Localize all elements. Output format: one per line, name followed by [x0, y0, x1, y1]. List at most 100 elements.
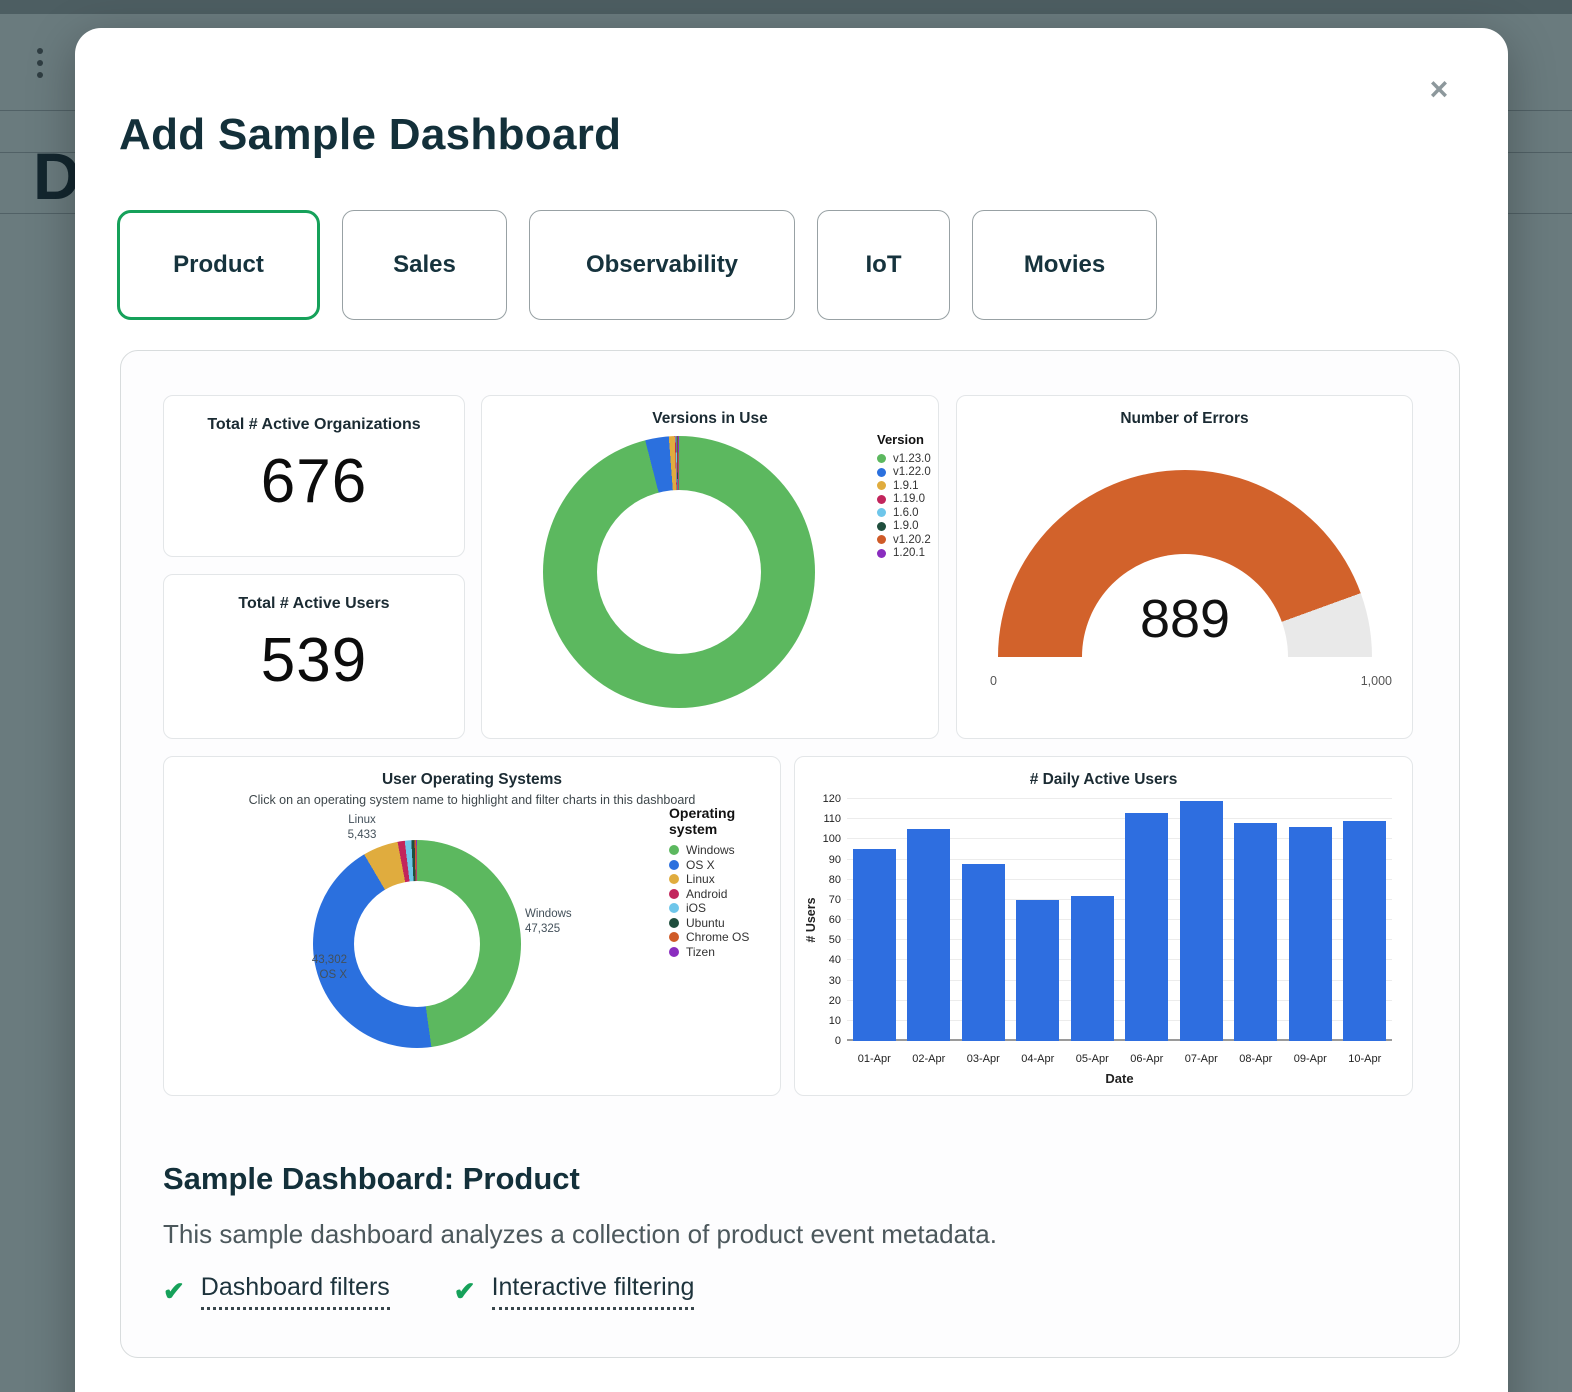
legend-label: iOS	[686, 901, 707, 916]
legend-item-os-x: OS X	[669, 858, 780, 873]
tab-iot[interactable]: IoT	[817, 210, 950, 320]
gridline	[847, 858, 1392, 860]
legend-item-v1-22-0: v1.22.0	[877, 466, 931, 480]
bar	[1343, 821, 1387, 1041]
legend-item-chrome-os: Chrome OS	[669, 930, 780, 945]
y-tick-label: 100	[822, 833, 841, 846]
donut-hole	[354, 881, 480, 1007]
legend-label: v1.22.0	[893, 466, 931, 479]
dashboard-preview-panel: Total # Active Organizations 676 Total #…	[120, 350, 1460, 1358]
bar-chart-plot: 01-Apr 02-Apr 03-Apr 04-Apr 05-Apr 06-Apr 07-A…	[847, 798, 1393, 1065]
feature-label[interactable]: Dashboard filters	[200, 1273, 390, 1310]
legend-label: 1.19.0	[893, 493, 925, 506]
gauge-value: 889	[1139, 589, 1231, 649]
bar-slot-03-apr: 03-Apr	[956, 799, 1011, 1065]
legend-swatch-icon	[877, 508, 886, 518]
legend-label: 1.9.0	[893, 520, 919, 533]
legend-label: Chrome OS	[686, 930, 750, 945]
gridline	[847, 1019, 1392, 1021]
modal-title: Add Sample Dashboard	[119, 110, 622, 159]
y-tick-label: 70	[828, 893, 841, 906]
bar-slot-01-apr: 01-Apr	[847, 799, 902, 1065]
versions-in-use-chart-card: Versions in Use Version v1.23.0 v1.22.0 1.…	[481, 395, 939, 739]
legend-item-android: Android	[669, 887, 780, 902]
bar-slot-04-apr: 04-Apr	[1011, 799, 1066, 1065]
close-icon: ×	[1429, 71, 1449, 107]
gridline	[847, 898, 1392, 900]
chart-title: # Daily Active Users	[1029, 771, 1178, 788]
legend-label: Tizen	[686, 944, 715, 959]
background-page-title: D	[33, 139, 81, 213]
legend-swatch-icon	[669, 859, 679, 870]
y-tick-label: 0	[834, 1035, 841, 1047]
legend-swatch-icon	[877, 521, 886, 531]
x-tick-label: 10-Apr	[1348, 1053, 1382, 1065]
legend-item-1-20-1: 1.20.1	[877, 547, 931, 561]
legend-item-ios: iOS	[669, 901, 780, 916]
stat-card-active-organizations: Total # Active Organizations 676	[163, 395, 465, 557]
y-tick-label: 20	[828, 994, 841, 1007]
legend-label: Windows	[686, 843, 735, 858]
bar-slot-05-apr: 05-Apr	[1065, 799, 1120, 1065]
gridline	[847, 959, 1392, 961]
legend-item-windows: Windows	[669, 843, 780, 858]
donut-hole	[597, 490, 761, 654]
feature-dashboard-filters: ✔ Dashboard filters	[163, 1273, 390, 1310]
gauge-min-label: 0	[990, 674, 997, 688]
legend-item-1-9-1: 1.9.1	[877, 479, 931, 493]
bar-slot-07-apr: 07-Apr	[1174, 799, 1229, 1065]
stat-title: Total # Active Users	[238, 595, 390, 612]
legend-item-1-9-0: 1.9.0	[877, 520, 931, 534]
x-tick-label: 06-Apr	[1130, 1053, 1164, 1065]
gridline	[847, 939, 1392, 941]
gauge-max-label: 1,000	[1360, 674, 1392, 688]
callout-windows: Windows 47,325	[525, 908, 572, 935]
legend-item-tizen: Tizen	[669, 945, 780, 960]
bar	[1125, 813, 1169, 1041]
bar	[907, 829, 951, 1041]
tab-observability[interactable]: Observability	[529, 210, 795, 320]
gridline	[847, 878, 1392, 880]
os-legend: Operating system Windows OS X Linux Android…	[669, 805, 780, 959]
versions-legend: Version v1.23.0 v1.22.0 1.9.1 1.19.0 1.6.0 1.…	[877, 432, 931, 560]
bar-slot-10-apr: 10-Apr	[1338, 799, 1393, 1065]
legend-swatch-icon	[669, 946, 679, 957]
legend-swatch-icon	[877, 467, 886, 477]
legend-swatch-icon	[669, 845, 679, 856]
sample-dashboard-heading: Sample Dashboard: Product	[163, 1161, 580, 1196]
y-tick-label: 80	[828, 873, 841, 886]
legend-title: Version	[877, 432, 924, 447]
bar	[1016, 899, 1060, 1041]
tab-product[interactable]: Product	[117, 210, 320, 320]
stat-title: Total # Active Organizations	[207, 416, 421, 433]
bar	[961, 863, 1005, 1041]
number-of-errors-gauge-card: Number of Errors 889 0 1,000	[956, 395, 1413, 739]
legend-item-ubuntu: Ubuntu	[669, 916, 780, 931]
tab-movies[interactable]: Movies	[972, 210, 1157, 320]
x-axis-label: Date	[1105, 1071, 1134, 1086]
x-tick-label: 02-Apr	[912, 1053, 946, 1065]
gridline	[847, 979, 1392, 981]
legend-label: 1.9.1	[893, 479, 919, 492]
legend-swatch-icon	[669, 903, 679, 914]
daily-active-users-chart-card: # Daily Active Users # Users 0 10 20 30 40 50…	[794, 756, 1413, 1096]
x-tick-label: 08-Apr	[1239, 1053, 1273, 1065]
check-icon: ✔	[163, 1276, 185, 1306]
legend-swatch-icon	[877, 481, 886, 491]
gridline	[847, 919, 1392, 920]
legend-item-1-19-0: 1.19.0	[877, 493, 931, 507]
feature-label[interactable]: Interactive filtering	[491, 1273, 695, 1310]
tab-sales[interactable]: Sales	[342, 210, 507, 320]
bar-slot-02-apr: 02-Apr	[902, 799, 957, 1065]
gridline	[847, 798, 1392, 799]
close-button[interactable]: ×	[1422, 72, 1456, 106]
legend-swatch-icon	[669, 874, 679, 885]
legend-label: v1.23.0	[893, 452, 931, 465]
bar-slot-09-apr: 09-Apr	[1283, 799, 1338, 1065]
x-tick-label: 04-Apr	[1021, 1053, 1055, 1065]
stat-value: 676	[260, 447, 368, 516]
add-sample-dashboard-modal: × Add Sample Dashboard Product Sales Obser…	[75, 28, 1508, 1392]
legend-item-1-6-0: 1.6.0	[877, 506, 931, 520]
feature-list: ✔ Dashboard filters ✔ Interactive filtering	[163, 1273, 695, 1310]
kebab-menu-icon	[37, 48, 43, 78]
